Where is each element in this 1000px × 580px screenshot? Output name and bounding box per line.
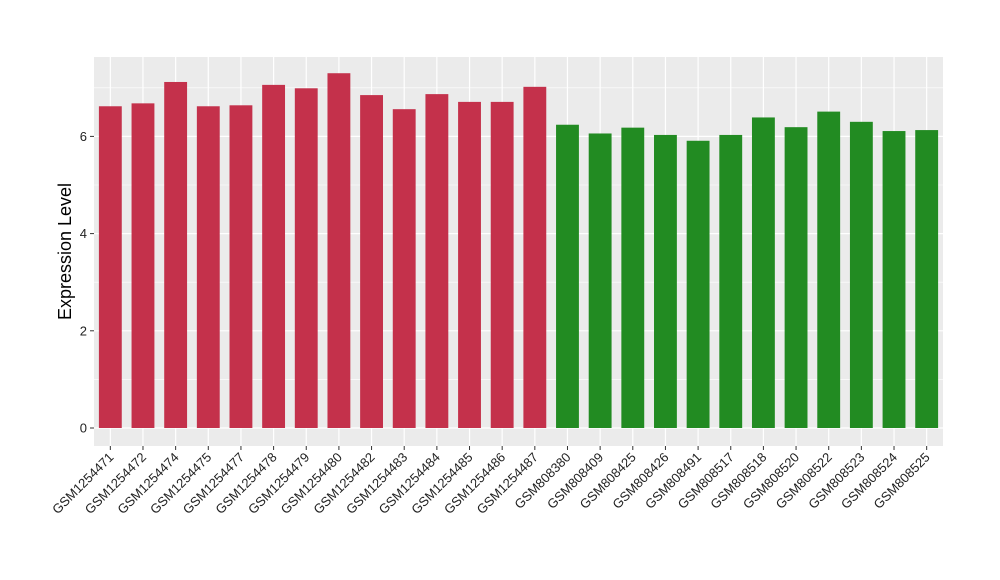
bar: [588, 133, 612, 429]
bar: [229, 105, 253, 429]
bar: [262, 84, 286, 428]
bar: [719, 134, 743, 428]
y-tick-label: 4: [80, 226, 87, 241]
bar: [98, 106, 122, 429]
bar: [360, 95, 383, 428]
bar: [523, 86, 547, 428]
bar: [784, 127, 808, 429]
bar: [131, 103, 155, 428]
bar: [196, 106, 220, 429]
bar: [556, 124, 579, 429]
bar: [164, 81, 188, 428]
bar: [621, 127, 645, 429]
bar: [458, 101, 481, 428]
bar: [915, 130, 939, 428]
bars: [98, 73, 939, 429]
y-axis: 0 2 4 6: [80, 129, 94, 436]
bar: [327, 73, 351, 428]
bar: [392, 109, 416, 429]
y-axis-title: Expression Level: [55, 183, 75, 320]
bar: [751, 117, 775, 428]
y-tick-label: 0: [80, 421, 87, 436]
bar: [686, 140, 710, 428]
bar: [882, 131, 906, 429]
bar: [654, 134, 677, 428]
x-axis: GSM1254471GSM1254472GSM1254474GSM1254475…: [49, 446, 933, 517]
bar: [849, 121, 873, 428]
bar: [294, 88, 318, 428]
bar: [817, 111, 841, 429]
bar: [490, 101, 514, 428]
y-tick-label: 6: [80, 129, 87, 144]
y-tick-label: 2: [80, 323, 87, 338]
plot-panel: [94, 57, 943, 446]
bar: [425, 94, 449, 429]
